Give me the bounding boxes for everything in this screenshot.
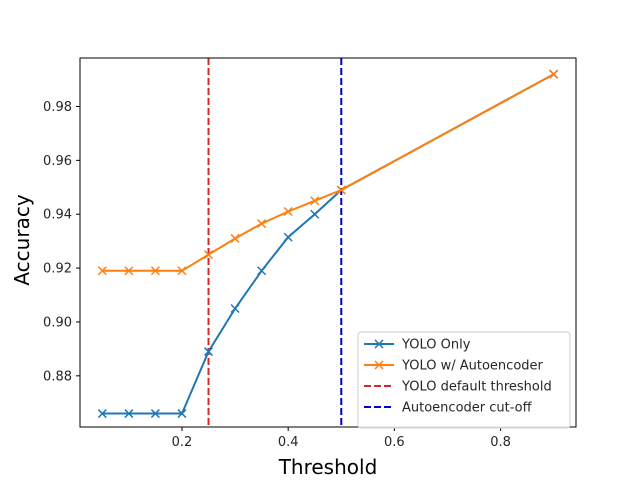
x-axis-title: Threshold bbox=[278, 455, 378, 479]
x-tick-label-3: 0.6 bbox=[384, 435, 405, 450]
axes: 0.2 0.4 0.6 0.8 0.88 0.90 0.92 0.94 0.96 0.98 bbox=[43, 57, 577, 450]
legend-label-1: YOLO Only bbox=[401, 338, 471, 353]
series-1-point-9 bbox=[310, 209, 320, 219]
y-tick-label-6: 0.98 bbox=[43, 100, 72, 115]
plot-frame bbox=[79, 57, 577, 428]
y-tick-label-1: 0.88 bbox=[43, 369, 72, 384]
series-1-point-5 bbox=[203, 347, 214, 357]
y-axis-title: Accuracy bbox=[10, 194, 34, 285]
y-tick-label-2: 0.90 bbox=[43, 315, 72, 330]
series-2-point-9 bbox=[310, 196, 320, 206]
legend-label-2: YOLO w/ Autoencoder bbox=[401, 359, 544, 374]
legend-label-3: YOLO default threshold bbox=[401, 380, 552, 395]
series-1-point-6 bbox=[230, 303, 240, 314]
series-1-point-3 bbox=[150, 409, 160, 419]
series-2-point-3 bbox=[150, 266, 160, 276]
series-2-point-10 bbox=[336, 185, 346, 195]
y-tick-label-5: 0.96 bbox=[43, 154, 72, 169]
legend-box bbox=[357, 331, 571, 429]
series-2-point-2 bbox=[124, 266, 134, 276]
legend-label-4: Autoencoder cut-off bbox=[402, 401, 533, 416]
series-2-point-11 bbox=[549, 69, 559, 79]
series-1-point-2 bbox=[124, 409, 134, 419]
x-tick-label-4: 0.8 bbox=[490, 435, 511, 450]
series-2-point-7 bbox=[257, 219, 267, 229]
y-tick-label-4: 0.94 bbox=[43, 208, 72, 223]
y-tick-label-3: 0.92 bbox=[43, 262, 72, 277]
series-2-point-1 bbox=[97, 266, 107, 276]
x-tick-label-1: 0.2 bbox=[172, 435, 193, 450]
series-2-point-6 bbox=[230, 233, 240, 243]
series-2-point-8 bbox=[283, 206, 293, 217]
series-1-point-1 bbox=[97, 409, 107, 419]
legend: YOLO Only YOLO w/ Autoencoder YOLO default… bbox=[357, 331, 571, 429]
legend-marker-2 bbox=[374, 360, 384, 370]
series-1-point-4 bbox=[177, 409, 187, 419]
x-tick-label-2: 0.4 bbox=[278, 435, 299, 450]
series-1-point-8 bbox=[283, 232, 293, 242]
series-2-point-5 bbox=[203, 250, 214, 260]
legend-marker-1 bbox=[374, 339, 384, 349]
series-1-point-7 bbox=[257, 266, 267, 276]
plot-area bbox=[97, 58, 559, 427]
series-2-point-4 bbox=[177, 266, 187, 276]
